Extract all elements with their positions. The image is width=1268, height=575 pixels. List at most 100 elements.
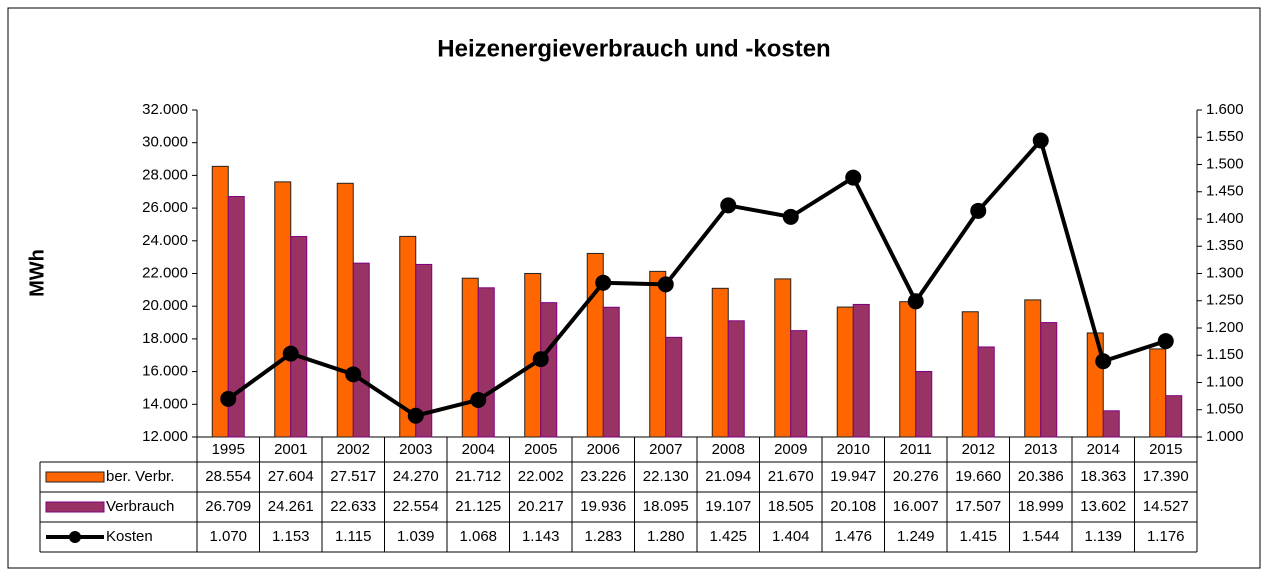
bar <box>899 301 917 438</box>
bar <box>711 287 729 438</box>
bar <box>352 262 370 438</box>
y2-tick-label: 1.250 <box>1206 292 1244 309</box>
line-marker <box>532 351 549 368</box>
x-tick-label: 2012 <box>962 441 995 458</box>
x-tick-label: 2010 <box>837 441 870 458</box>
y2-tick-label: 1.200 <box>1206 319 1244 336</box>
table-cell: 1.404 <box>772 528 810 545</box>
table-cell: 1.249 <box>897 528 935 545</box>
line-marker <box>470 391 487 408</box>
bar <box>961 311 979 438</box>
line-marker <box>407 407 424 424</box>
line-marker <box>1095 353 1112 370</box>
table-cell: 1.176 <box>1147 528 1185 545</box>
x-tick-label: 2008 <box>712 441 745 458</box>
y-tick-label: 14.000 <box>142 395 188 412</box>
x-tick-label: 2005 <box>524 441 557 458</box>
table-cell: 19.660 <box>955 468 1001 485</box>
table-cell: 28.554 <box>205 468 251 485</box>
table-cell: 27.517 <box>330 468 376 485</box>
bar <box>665 336 683 438</box>
table-cell: 22.554 <box>393 498 439 515</box>
bar <box>852 303 870 438</box>
legend-label: ber. Verbr. <box>106 468 174 485</box>
table-cell: 23.226 <box>580 468 626 485</box>
y2-tick-label: 1.550 <box>1206 128 1244 145</box>
y-tick-label: 18.000 <box>142 330 188 347</box>
bar <box>336 182 354 438</box>
bar <box>602 306 620 438</box>
table-cell: 19.107 <box>705 498 751 515</box>
bar <box>977 346 995 438</box>
table-cell: 14.527 <box>1143 498 1189 515</box>
table-cell: 18.095 <box>643 498 689 515</box>
y-axis-label: MWh <box>26 249 48 297</box>
bar <box>477 287 495 438</box>
table-cell: 22.130 <box>643 468 689 485</box>
table-cell: 20.217 <box>518 498 564 515</box>
bar <box>774 278 792 438</box>
x-tick-label: 2009 <box>774 441 807 458</box>
y-tick-label: 20.000 <box>142 297 188 314</box>
x-tick-label: 2002 <box>337 441 370 458</box>
bar <box>461 277 479 438</box>
table-cell: 22.633 <box>330 498 376 515</box>
line-marker <box>720 197 737 214</box>
y-tick-label: 16.000 <box>142 363 188 380</box>
x-tick-label: 2004 <box>462 441 495 458</box>
bar <box>227 196 245 438</box>
table-cell: 1.039 <box>397 528 435 545</box>
line-marker <box>1157 333 1174 350</box>
y2-tick-label: 1.600 <box>1206 101 1244 118</box>
table-cell: 1.283 <box>584 528 622 545</box>
table-cell: 27.604 <box>268 468 314 485</box>
x-tick-label: 2006 <box>587 441 620 458</box>
table-cell: 13.602 <box>1080 498 1126 515</box>
x-tick-label: 1995 <box>212 441 245 458</box>
y-tick-label: 22.000 <box>142 264 188 281</box>
table-cell: 21.125 <box>455 498 501 515</box>
line-marker <box>907 293 924 310</box>
y2-tick-label: 1.050 <box>1206 401 1244 418</box>
y2-tick-label: 1.000 <box>1206 428 1244 445</box>
table-cell: 19.936 <box>580 498 626 515</box>
x-tick-label: 2013 <box>1024 441 1057 458</box>
table-cell: 20.108 <box>830 498 876 515</box>
line-marker <box>220 390 237 407</box>
bar <box>274 181 292 438</box>
bar <box>1102 410 1120 438</box>
line-marker <box>282 345 299 362</box>
line-marker <box>345 366 362 383</box>
bar <box>415 263 433 438</box>
legend-swatch <box>45 471 105 483</box>
y2-tick-label: 1.450 <box>1206 183 1244 200</box>
table-cell: 1.068 <box>459 528 497 545</box>
y2-tick-label: 1.350 <box>1206 237 1244 254</box>
bar <box>540 302 558 438</box>
bar <box>727 320 745 438</box>
line-marker <box>1032 132 1049 149</box>
legend-label: Verbrauch <box>106 498 174 515</box>
table-cell: 26.709 <box>205 498 251 515</box>
y-tick-label: 24.000 <box>142 232 188 249</box>
bar <box>915 370 933 438</box>
line <box>227 136 1167 418</box>
y2-tick-label: 1.400 <box>1206 210 1244 227</box>
table-cell: 1.415 <box>959 528 997 545</box>
table-cell: 16.007 <box>893 498 939 515</box>
table-cell: 24.261 <box>268 498 314 515</box>
line-marker <box>657 276 674 293</box>
x-tick-label: 2001 <box>274 441 307 458</box>
table-cell: 17.390 <box>1143 468 1189 485</box>
line-marker <box>595 274 612 291</box>
bar <box>649 270 667 438</box>
y-tick-label: 12.000 <box>142 428 188 445</box>
bar <box>290 236 308 438</box>
table-cell: 21.094 <box>705 468 751 485</box>
bar <box>1165 395 1183 438</box>
x-tick-label: 2003 <box>399 441 432 458</box>
y-tick-label: 28.000 <box>142 166 188 183</box>
bar <box>1024 299 1042 438</box>
line-marker <box>845 169 862 186</box>
table-cell: 20.386 <box>1018 468 1064 485</box>
